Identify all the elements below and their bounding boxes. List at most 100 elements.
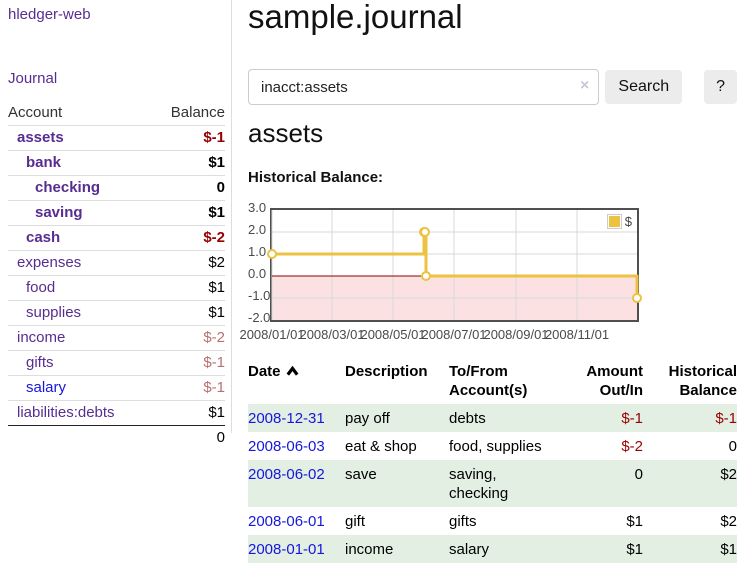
x-axis-tick-label: 2008/09/01 xyxy=(483,327,549,342)
account-row: supplies $1 xyxy=(8,300,225,326)
x-axis-tick-label: 2008/07/01 xyxy=(421,327,487,342)
register-accounts-cell: gifts xyxy=(449,513,477,530)
register-row: 2008-01-01 income salary $1 $1 xyxy=(248,535,737,563)
account-balance: $-1 xyxy=(151,375,225,401)
sidebar-account-link[interactable]: income xyxy=(17,329,66,346)
search-button[interactable]: Search xyxy=(605,70,683,104)
register-header-description: Description xyxy=(345,363,428,380)
register-row: 2008-06-01 gift gifts $1 $2 xyxy=(248,507,737,535)
register-balance-cell: $2 xyxy=(720,466,737,483)
register-amount-cell: $-1 xyxy=(621,410,643,427)
sidebar-account-link[interactable]: food xyxy=(26,279,56,296)
account-row: bank $1 xyxy=(8,150,225,176)
register-amount-cell: $-2 xyxy=(621,438,643,455)
register-accounts-cell: salary xyxy=(449,541,490,558)
register-row: 2008-06-02 save saving, checking 0 $2 xyxy=(248,460,737,507)
transaction-date-link[interactable]: 2008-01-01 xyxy=(248,541,325,558)
sidebar-account-link[interactable]: assets xyxy=(17,129,64,146)
account-balance: $-2 xyxy=(151,325,225,351)
transaction-date-link[interactable]: 2008-06-01 xyxy=(248,513,325,530)
sidebar-account-link[interactable]: cash xyxy=(26,229,61,246)
sidebar-account-link[interactable]: gifts xyxy=(26,354,54,371)
account-balance: $-1 xyxy=(151,350,225,376)
account-row: salary $-1 xyxy=(8,375,225,401)
register-balance-cell: 0 xyxy=(728,438,737,455)
register-description-cell: income xyxy=(345,541,394,558)
historical-balance-chart: 3.0 2.0 1.0 0.0 -1.0 -2.0 $ 2008/01/01 2008/03… xyxy=(239,200,668,342)
transaction-date-link[interactable]: 2008-06-03 xyxy=(248,438,325,455)
search-row: × Search ? xyxy=(248,69,737,105)
account-balance: $1 xyxy=(151,300,225,326)
chart-plot-area[interactable]: $ xyxy=(267,208,642,322)
x-axis-tick-label: 2008/11/01 xyxy=(544,327,610,342)
account-balance: $1 xyxy=(151,200,225,226)
sidebar-account-link[interactable]: supplies xyxy=(26,304,82,321)
accounts-header-balance: Balance xyxy=(170,104,225,121)
sidebar: hledger-web Journal Account Balance asse… xyxy=(0,0,232,449)
account-balance: $2 xyxy=(151,250,225,276)
chart-legend: $ xyxy=(604,213,634,230)
register-date-cell: 2008-06-02 xyxy=(248,460,345,507)
x-axis-tick-label: 2008/05/01 xyxy=(360,327,426,342)
accounts-total-row: 0 xyxy=(8,425,225,449)
x-axis-tick-label: 2008/01/01 xyxy=(239,327,305,342)
sidebar-account-link[interactable]: checking xyxy=(35,179,101,196)
register-accounts-cell: food, supplies xyxy=(449,438,542,455)
register-date-cell: 2008-06-01 xyxy=(248,507,345,535)
legend-label: $ xyxy=(624,214,632,229)
transaction-date-link[interactable]: 2008-12-31 xyxy=(248,410,325,427)
register-header-date[interactable]: Date xyxy=(248,358,345,404)
register-header-balance: Historical Balance xyxy=(668,363,737,399)
account-row: income $-2 xyxy=(8,325,225,351)
account-row: liabilities:debts $1 xyxy=(8,400,225,426)
y-axis-tick-label: 3.0 xyxy=(248,200,267,215)
accounts-table: Account Balance assets $-1 bank $1 checking 0… xyxy=(8,100,225,449)
account-balance: $1 xyxy=(151,150,225,176)
sidebar-account-link[interactable]: salary xyxy=(26,379,67,396)
register-accounts-cell: debts xyxy=(449,410,486,427)
register-description-cell: pay off xyxy=(345,410,390,427)
transaction-date-link[interactable]: 2008-06-02 xyxy=(248,466,325,483)
sidebar-account-link[interactable]: bank xyxy=(26,154,62,171)
legend-swatch-icon xyxy=(606,214,622,229)
account-row: assets $-1 xyxy=(8,125,225,151)
register-description-cell: save xyxy=(345,466,377,483)
y-axis-tick-label: 1.0 xyxy=(248,244,267,259)
register-amount-cell: $1 xyxy=(626,513,643,530)
accounts-total-value: 0 xyxy=(151,425,225,449)
register-amount-cell: 0 xyxy=(634,466,643,483)
page-title: sample.journal xyxy=(248,0,463,35)
account-heading: assets xyxy=(248,118,324,148)
register-description-cell: eat & shop xyxy=(345,438,417,455)
register-description-cell: gift xyxy=(345,513,366,530)
account-balance: $-2 xyxy=(151,225,225,251)
search-input[interactable] xyxy=(248,69,600,105)
register-table: Date Description To/From Account(s) Amou… xyxy=(248,358,737,563)
account-row: food $1 xyxy=(8,275,225,301)
account-row: expenses $2 xyxy=(8,250,225,276)
y-axis-tick-label: 2.0 xyxy=(248,222,267,237)
x-axis-tick-label: 2008/03/01 xyxy=(299,327,365,342)
account-balance: $-1 xyxy=(151,125,225,151)
sidebar-item-journal[interactable]: Journal xyxy=(8,70,58,87)
account-balance: 0 xyxy=(151,175,225,201)
account-balance: $1 xyxy=(151,400,225,426)
sidebar-account-link[interactable]: liabilities:debts xyxy=(17,404,115,421)
account-row: cash $-2 xyxy=(8,225,225,251)
main-content: sample.journal × Search ? assets Histori… xyxy=(239,0,737,582)
register-header-accounts: To/From Account(s) xyxy=(449,363,528,399)
register-accounts-cell: saving, checking xyxy=(449,466,509,502)
register-amount-cell: $1 xyxy=(626,541,643,558)
clear-search-icon[interactable]: × xyxy=(580,77,590,94)
register-date-cell: 2008-06-03 xyxy=(248,432,345,460)
y-axis-tick-label: 0.0 xyxy=(248,266,267,281)
chart-title: Historical Balance: xyxy=(248,169,384,186)
sort-ascending-icon xyxy=(286,362,299,381)
account-row: saving $1 xyxy=(8,200,225,226)
app-title-link[interactable]: hledger-web xyxy=(8,6,91,23)
register-balance-cell: $-1 xyxy=(715,410,737,427)
sidebar-account-link[interactable]: saving xyxy=(35,204,83,221)
register-header-amount: Amount Out/In xyxy=(586,363,643,399)
sidebar-account-link[interactable]: expenses xyxy=(17,254,82,271)
help-button[interactable]: ? xyxy=(704,70,737,104)
